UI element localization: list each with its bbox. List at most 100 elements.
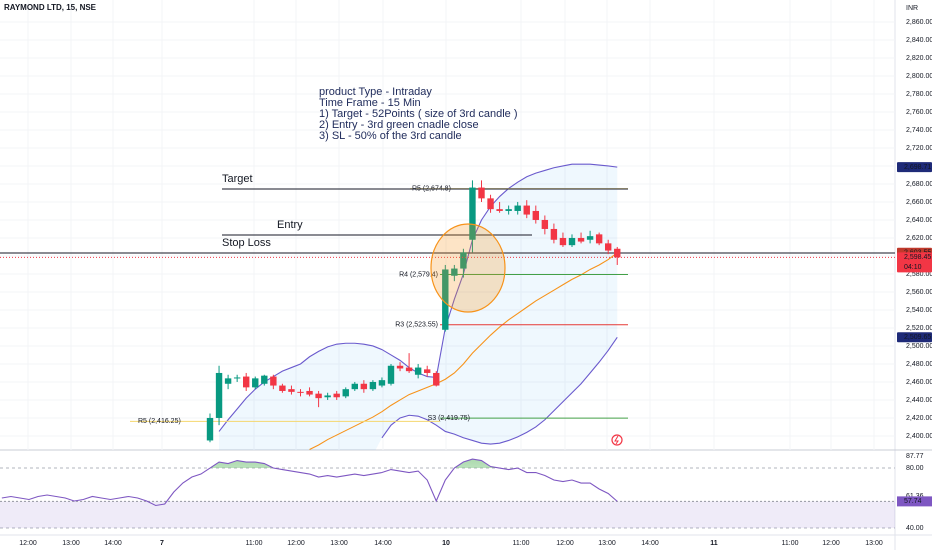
candle-body	[414, 367, 422, 375]
candle-body	[306, 390, 313, 395]
currency: INR	[906, 5, 918, 12]
candle-body	[424, 369, 431, 373]
x-tick-label: 11:00	[246, 540, 263, 547]
candle-body	[288, 389, 295, 392]
y-tick-label: 2,520.00	[906, 325, 932, 332]
candle-body	[324, 395, 331, 398]
rsi-tick-label: 87.77	[906, 453, 924, 460]
y-tick-label: 2,820.00	[906, 55, 932, 62]
price-label-box	[897, 332, 932, 343]
y-tick-label: 2,680.00	[906, 181, 932, 188]
y-tick-label: 2,860.00	[906, 19, 932, 26]
rsi-tick-label: 80.00	[906, 465, 924, 472]
candle-body	[478, 187, 485, 199]
y-tick-label: 2,740.00	[906, 127, 932, 134]
candle-body	[514, 205, 521, 211]
rsi-tick-label: 61.36	[906, 493, 924, 500]
y-tick-label: 2,480.00	[906, 361, 932, 368]
candle-body	[206, 417, 214, 441]
x-tick-label: 12:00	[287, 540, 305, 547]
candle-body	[342, 389, 349, 397]
y-tick-label: 2,440.00	[906, 397, 932, 404]
candle-body	[261, 375, 268, 384]
candle-body	[433, 372, 440, 386]
y-tick-label: 2,420.00	[906, 415, 932, 422]
note-line: 3) SL - 50% of the 3rd candle	[319, 130, 462, 142]
y-tick-label: 2,840.00	[906, 37, 932, 44]
note-line: 1) Target - 52Points ( size of 3rd candl…	[319, 108, 518, 120]
rsi-value-label: 57.74	[904, 498, 922, 505]
note-line: 2) Entry - 3rd green cnadle close	[319, 119, 479, 131]
rsi-band	[0, 501, 895, 528]
candle-body	[243, 376, 250, 388]
y-tick-label: 2,580.00	[906, 271, 932, 278]
x-tick-label: 7	[160, 540, 164, 547]
axes: 2,400.00 2,420.00 2,440.00 2,460.00 2,480.00…	[19, 19, 932, 547]
rsi-line	[1, 458, 618, 507]
x-tick-label: 12:00	[19, 540, 37, 547]
candle-body	[460, 252, 467, 269]
candle-body	[559, 237, 567, 246]
candle-body	[252, 378, 259, 388]
y-tick-label: 2,540.00	[906, 307, 932, 314]
price-label: 2,698.71	[904, 164, 931, 171]
x-tick-label: 14:00	[641, 540, 659, 547]
x-tick-label: 13:00	[865, 540, 883, 547]
candle-body	[351, 383, 358, 390]
countdown: 04:10	[904, 264, 922, 271]
price-label: 2,509.65	[904, 334, 931, 341]
candle-body	[568, 237, 576, 246]
y-tick-label: 2,640.00	[906, 217, 932, 224]
candle-body	[614, 248, 621, 258]
lower-band	[381, 336, 618, 445]
candle-body	[523, 205, 530, 215]
x-tick-label: 13:00	[598, 540, 616, 547]
rsi-tick-label: 40.00	[906, 525, 924, 532]
drawing-label: Target	[222, 173, 253, 185]
candle-body	[550, 228, 558, 240]
candle-body	[279, 385, 286, 391]
plot-area: R5 (2,674.8)R4 (2,579.4)R3 (2,523.55)S3 …	[0, 0, 895, 450]
pivot-label: R3 (2,523.55)	[395, 322, 438, 329]
rsi-pane	[0, 458, 895, 529]
candle-body	[577, 237, 585, 242]
x-tick-label: 12:00	[556, 540, 574, 547]
candle-body	[451, 268, 458, 276]
pivot-label: R5 (2,416.25)	[138, 418, 181, 425]
x-tick-label: 14:00	[374, 540, 392, 547]
x-tick-label: 14:00	[104, 540, 122, 547]
alert-icon	[611, 434, 623, 446]
chart-title: RAYMOND LTD, 15, NSE	[4, 3, 97, 12]
price-label-box	[897, 252, 932, 273]
candle-body	[595, 234, 603, 244]
price-label-box	[897, 162, 932, 173]
x-tick-label: 11:00	[782, 540, 799, 547]
y-tick-label: 2,760.00	[906, 109, 932, 116]
pivot-label: S3 (2,419.75)	[428, 415, 470, 422]
candle-body	[369, 381, 377, 390]
candle-body	[605, 243, 612, 251]
x-tick-label: 10	[442, 540, 450, 547]
candle-body	[405, 367, 413, 372]
candle-body	[469, 187, 476, 240]
note-line: product Type - Intraday	[319, 86, 432, 98]
candle-body	[215, 372, 223, 418]
candle-body	[496, 209, 503, 211]
candle-body	[224, 378, 232, 384]
x-tick-label: 13:00	[62, 540, 80, 547]
note-line: Time Frame - 15 Min	[319, 97, 421, 109]
drawing-label: Stop Loss	[222, 237, 271, 249]
price-label: 2,598.45	[904, 254, 931, 261]
candle-body	[541, 219, 549, 229]
candle-body	[505, 209, 512, 211]
x-tick-label: 11:00	[513, 540, 530, 547]
y-tick-label: 2,720.00	[906, 145, 932, 152]
basis-line	[309, 252, 618, 450]
y-tick-label: 2,780.00	[906, 91, 932, 98]
drawing-label: Entry	[277, 219, 303, 231]
y-tick-label: 2,620.00	[906, 235, 932, 242]
candle-body	[586, 236, 594, 240]
candle-body	[333, 393, 340, 398]
candle-body	[487, 198, 494, 210]
